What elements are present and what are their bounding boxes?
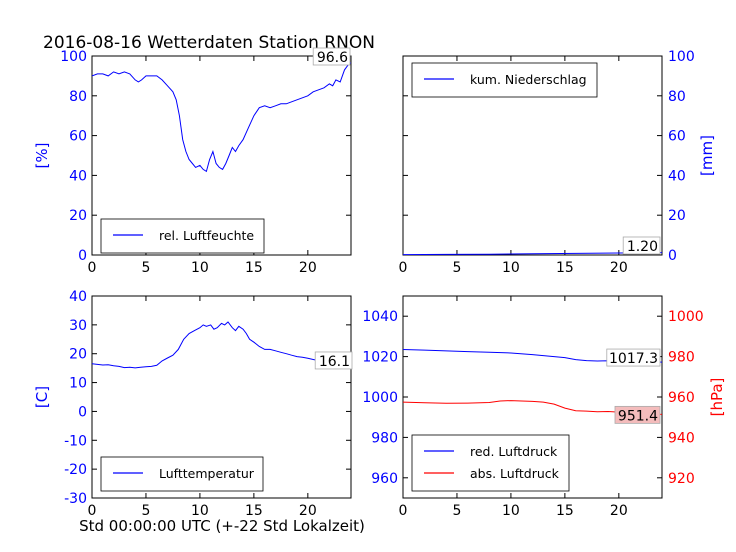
- y2-tick-label: 960: [668, 390, 695, 406]
- y-axis-label: [mm]: [698, 135, 716, 176]
- y-tick-label: 40: [69, 168, 87, 184]
- current-value-label-box: [622, 236, 661, 255]
- y-tick-label: 20: [668, 208, 686, 224]
- chart-bottom-right: 0 5 10 15 20 960 980 1000 1020 1040 920 940 960 980 10…: [362, 295, 726, 519]
- current-value-label-box: [314, 351, 353, 370]
- x-tick-label: 15: [245, 260, 263, 276]
- legend-label: rel. Luftfeuchte: [159, 228, 254, 243]
- legend-frame: [100, 218, 265, 254]
- x-tick-label: 15: [245, 503, 263, 519]
- y-tick-label: 80: [69, 89, 87, 105]
- y-tick-label: -10: [64, 433, 87, 449]
- y2-tick-label: 980: [668, 350, 695, 366]
- legend-frame: [411, 434, 570, 492]
- current-value-label-box: [606, 348, 661, 367]
- y2-tick-label: 1000: [668, 309, 704, 325]
- legend-frame: [411, 62, 598, 98]
- x-tick-label: 5: [452, 503, 461, 519]
- legend-label: abs. Luftdruck: [470, 466, 560, 481]
- y-tick-label: 1040: [362, 309, 398, 325]
- legend-frame: [100, 456, 264, 492]
- series-line-lufttemperatur: [92, 321, 351, 369]
- x-tick-label: 0: [88, 260, 97, 276]
- figure-title: 2016-08-16 Wetterdaten Station RNON: [43, 33, 375, 53]
- x-tick-label: 0: [88, 503, 97, 519]
- y-tick-label: 100: [668, 49, 695, 65]
- y-axis-label: [C]: [33, 386, 51, 408]
- x-tick-label: 20: [610, 260, 628, 276]
- chart-top-left: 0 5 10 15 20 0 20 40 60 80 100 [%] 96.6 rel. Luftfeuc…: [33, 47, 352, 276]
- figure-xlabel: Std 00:00:00 UTC (+-22 Std Lokalzeit): [79, 517, 365, 535]
- chart-bottom-left: 0 5 10 15 20 -30 -20 -10 0 10 20 30 40 [C] 16.1 Lufttem…: [33, 289, 353, 519]
- x-tick-label: 5: [141, 503, 150, 519]
- y-tick-label: 20: [69, 208, 87, 224]
- x-tick-label: 20: [299, 260, 317, 276]
- x-tick-label: 0: [399, 503, 408, 519]
- x-tick-label: 15: [556, 260, 574, 276]
- y-tick-label: 60: [69, 129, 87, 145]
- series-line-kum-niederschlag: [403, 252, 662, 255]
- current-value-label: 1017.3: [609, 351, 658, 367]
- current-value-label: 1.20: [627, 239, 658, 255]
- x-tick-label: 10: [191, 503, 209, 519]
- y-tick-label: 960: [371, 471, 398, 487]
- y2-axis-label: [hPa]: [708, 378, 726, 417]
- x-tick-label: 10: [502, 503, 520, 519]
- y-tick-label: 40: [69, 289, 87, 305]
- y-tick-label: 980: [371, 430, 398, 446]
- plot-frame: [91, 295, 352, 499]
- y-tick-label: 20: [69, 347, 87, 363]
- x-tick-label: 20: [610, 503, 628, 519]
- current-value-label: 16.1: [319, 354, 350, 370]
- y-tick-label: 30: [69, 318, 87, 334]
- legend-label: Lufttemperatur: [159, 466, 255, 481]
- plot-frame: [402, 55, 663, 256]
- y-tick-label: 1020: [362, 350, 398, 366]
- current-value-label-box: [614, 405, 661, 424]
- x-tick-label: 0: [399, 260, 408, 276]
- y-tick-label: 80: [668, 89, 686, 105]
- y-tick-label: -20: [64, 462, 87, 478]
- series-line-rel-luftfeuchte: [92, 62, 351, 173]
- x-tick-label: 10: [191, 260, 209, 276]
- legend-label: red. Luftdruck: [470, 444, 558, 459]
- x-tick-label: 15: [556, 503, 574, 519]
- y-tick-label: 10: [69, 376, 87, 392]
- x-tick-label: 20: [299, 503, 317, 519]
- y2-tick-label: 940: [668, 430, 695, 446]
- current-value-label: 951.4: [618, 408, 658, 424]
- y-tick-label: 0: [668, 248, 677, 264]
- x-tick-label: 5: [141, 260, 150, 276]
- y-axis-label: [%]: [33, 143, 51, 169]
- y-tick-label: 0: [78, 404, 87, 420]
- current-value-label: 96.6: [317, 50, 348, 66]
- y-tick-label: 0: [78, 248, 87, 264]
- y-tick-label: 100: [60, 49, 87, 65]
- chart-top-right: 0 5 10 15 20 0 20 40 60 80 100 [mm] 1.20 kum. Nieders…: [399, 49, 716, 276]
- y-tick-label: 1000: [362, 390, 398, 406]
- legend-label: kum. Niederschlag: [470, 72, 587, 87]
- y-tick-label: 60: [668, 129, 686, 145]
- y-tick-label: 40: [668, 168, 686, 184]
- current-value-label-box: [312, 47, 351, 66]
- x-tick-label: 5: [452, 260, 461, 276]
- x-tick-label: 10: [502, 260, 520, 276]
- y-tick-label: -30: [64, 491, 87, 507]
- plot-frame: [91, 55, 352, 256]
- y2-tick-label: 920: [668, 471, 695, 487]
